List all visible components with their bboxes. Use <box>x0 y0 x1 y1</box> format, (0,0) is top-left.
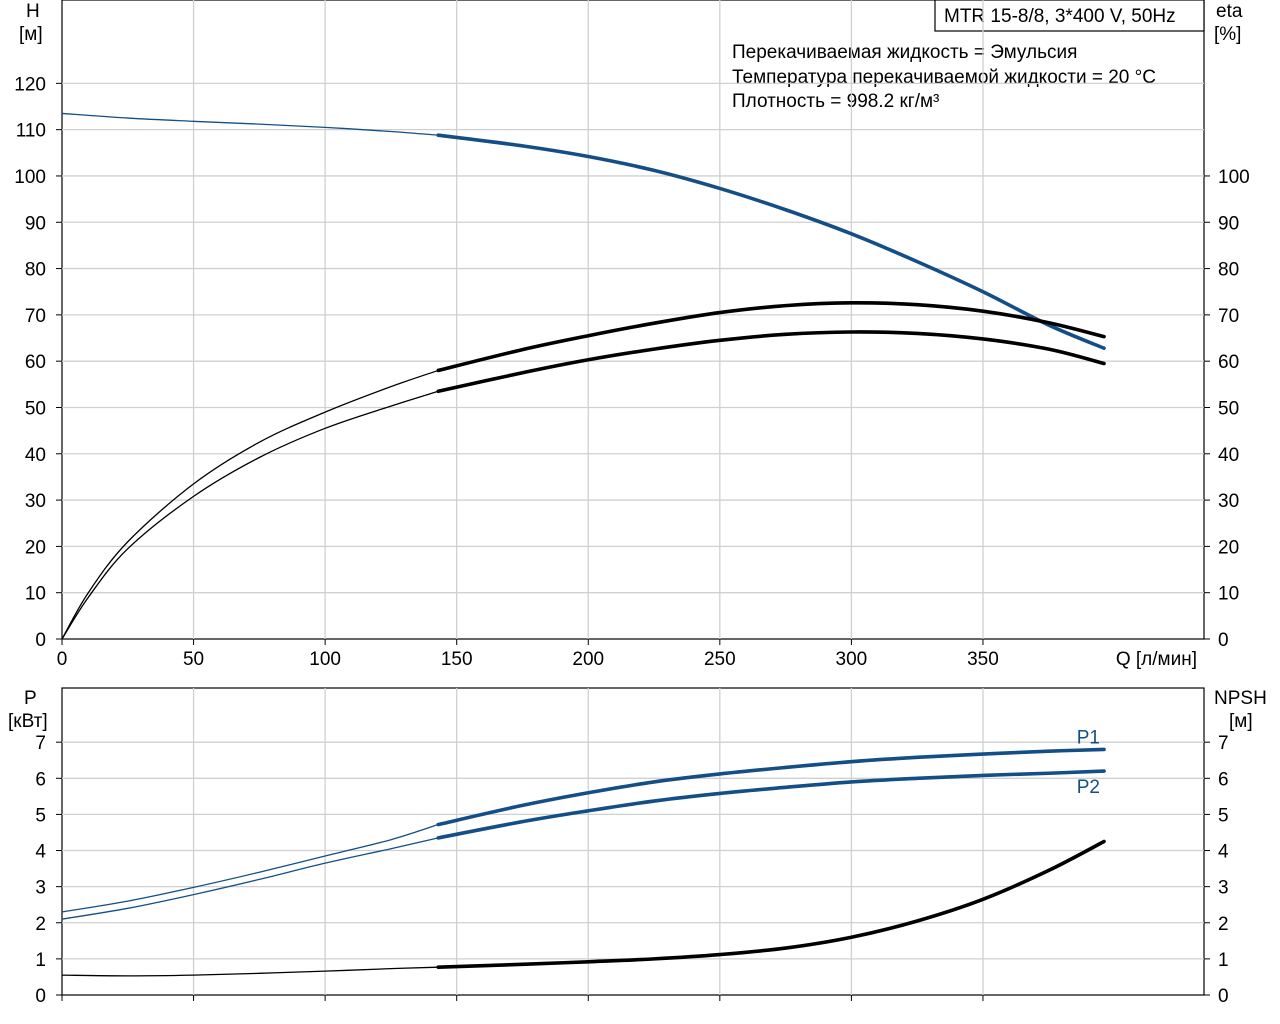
p2-curve-extended <box>61 837 439 920</box>
bottom-left-tick-label: 3 <box>35 878 46 899</box>
top-left-tick-label: 30 <box>25 491 46 512</box>
bottom-left-tick-label: 0 <box>35 986 46 1007</box>
top-left-tick-label: 80 <box>25 260 46 281</box>
top-right-tick-label: 100 <box>1218 167 1250 188</box>
top-left-tick-label: 0 <box>35 630 46 651</box>
top-left-axis-title-2: [м] <box>19 24 43 45</box>
top-right-tick-label: 40 <box>1218 445 1239 466</box>
x-tick-label: 50 <box>183 649 204 670</box>
x-tick-label: 150 <box>441 649 473 670</box>
chart-title: MTR 15-8/8, 3*400 V, 50Hz <box>944 6 1176 27</box>
top-right-tick-label: 0 <box>1218 630 1229 651</box>
top-left-tick-label: 20 <box>25 537 46 558</box>
p2-series-label: P2 <box>1077 777 1100 798</box>
x-tick-label: 0 <box>57 649 68 670</box>
bottom-left-tick-label: 1 <box>35 950 46 971</box>
top-left-tick-label: 40 <box>25 445 46 466</box>
title-box <box>934 0 1205 32</box>
top-right-tick-label: 50 <box>1218 398 1239 419</box>
top-left-tick-label: 100 <box>14 167 46 188</box>
top-curve-2-curve-operating <box>436 330 1106 394</box>
top-right-tick-label: 80 <box>1218 260 1239 281</box>
bottom-left-tick-label: 2 <box>35 914 46 935</box>
top-curve-0-curve-operating <box>436 133 1106 351</box>
x-tick-label: 200 <box>572 649 604 670</box>
bottom-right-tick-label: 7 <box>1218 733 1229 754</box>
bottom-right-axis-title-1: NPSH <box>1214 688 1267 709</box>
bottom-left-tick-label: 6 <box>35 769 46 790</box>
p1-curve-extended <box>61 823 439 913</box>
p1-series-label: P1 <box>1077 727 1100 748</box>
top-right-tick-label: 30 <box>1218 491 1239 512</box>
bottom-right-axis-title-2: [м] <box>1229 711 1253 732</box>
info-line-density: Плотность = 998.2 кг/м³ <box>732 91 939 112</box>
x-axis-title: Q [л/мин] <box>1116 649 1197 670</box>
top-left-tick-label: 120 <box>14 74 46 95</box>
x-tick-label: 250 <box>704 649 736 670</box>
p2-curve-operating <box>436 769 1106 840</box>
top-right-tick-label: 60 <box>1218 352 1239 373</box>
top-left-tick-label: 110 <box>16 121 46 142</box>
top-curve-2-curve-extended <box>61 390 439 640</box>
bottom-right-tick-label: 4 <box>1218 842 1229 863</box>
bottom-left-tick-label: 7 <box>35 733 46 754</box>
bottom-right-tick-label: 3 <box>1218 878 1229 899</box>
top-left-tick-label: 50 <box>25 398 46 419</box>
bottom-left-axis-title-2: [кВт] <box>8 711 48 732</box>
bottom-right-tick-label: 2 <box>1218 914 1229 935</box>
top-curve-1-curve-extended <box>61 369 439 640</box>
top-curve-0-curve-extended <box>61 112 439 136</box>
bottom-right-tick-label: 1 <box>1218 950 1229 971</box>
info-box-bg <box>726 33 1110 115</box>
bottom-curve-2-curve-operating <box>436 839 1106 969</box>
top-left-tick-label: 90 <box>25 213 46 234</box>
top-right-axis-title-1: eta <box>1216 1 1243 22</box>
bottom-left-axis-title-1: P <box>24 688 37 709</box>
bottom-left-tick-label: 5 <box>35 805 46 826</box>
x-tick-label: 100 <box>309 649 341 670</box>
bottom-right-tick-label: 0 <box>1218 986 1229 1007</box>
bottom-right-tick-label: 6 <box>1218 769 1229 790</box>
top-left-tick-label: 10 <box>25 584 46 605</box>
info-line-temperature: Температура перекачиваемой жидкости = 20… <box>732 67 1156 88</box>
bottom-right-tick-label: 5 <box>1218 805 1229 826</box>
top-curve-1-curve-operating <box>436 301 1106 373</box>
top-right-tick-label: 70 <box>1218 306 1239 327</box>
top-left-axis-title-1: H <box>26 1 40 22</box>
info-line-liquid: Перекачиваемая жидкость = Эмульсия <box>732 42 1077 63</box>
top-right-axis-title-2: [%] <box>1214 24 1241 45</box>
top-right-tick-label: 90 <box>1218 213 1239 234</box>
x-tick-label: 350 <box>967 649 999 670</box>
top-plot-frame <box>61 0 1205 640</box>
p1-curve-operating <box>436 747 1106 827</box>
x-tick-label: 300 <box>836 649 868 670</box>
top-right-tick-label: 10 <box>1218 584 1239 605</box>
top-left-tick-label: 60 <box>25 352 46 373</box>
top-right-tick-label: 20 <box>1218 537 1239 558</box>
bottom-left-tick-label: 4 <box>35 842 46 863</box>
top-left-tick-label: 70 <box>25 306 46 327</box>
bottom-curve-2-curve-extended <box>61 966 439 977</box>
bottom-plot-frame <box>61 687 1205 996</box>
